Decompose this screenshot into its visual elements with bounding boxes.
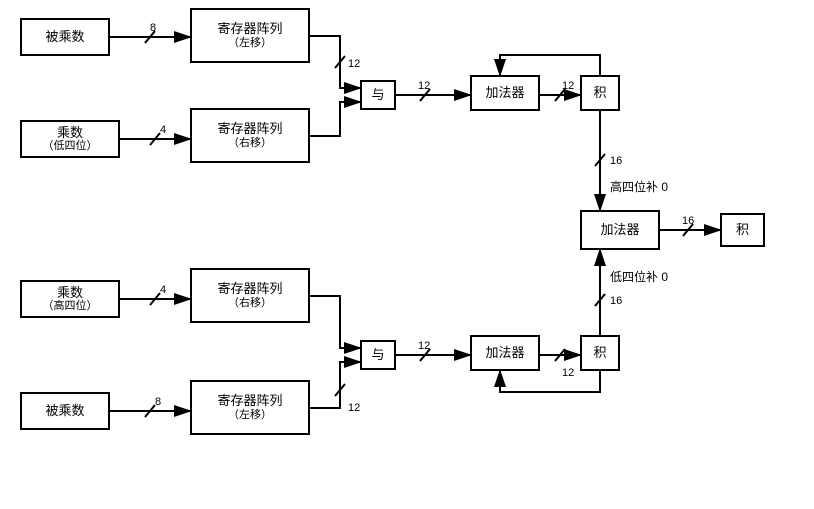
bus-width-label: 16 — [682, 215, 694, 227]
node-prod_bot: 积 — [580, 335, 620, 371]
node-label: 积 — [593, 345, 606, 361]
bus-width-label: 4 — [160, 124, 166, 136]
node-sublabel: （右移） — [228, 137, 272, 150]
node-regarr_top_right: 寄存器阵列（右移） — [190, 108, 310, 163]
node-adder_top: 加法器 — [470, 75, 540, 111]
node-prod_final: 积 — [720, 213, 765, 247]
bus-width-label: 8 — [155, 396, 161, 408]
node-label: 乘数 — [57, 285, 83, 301]
node-label: 积 — [736, 222, 749, 238]
node-label: 加法器 — [485, 345, 524, 361]
node-sublabel: （右移） — [228, 297, 272, 310]
node-label: 与 — [371, 87, 384, 103]
node-sublabel: （高四位） — [43, 300, 98, 313]
bus-width-label: 12 — [562, 80, 574, 92]
node-multiplier_low: 乘数（低四位） — [20, 120, 120, 158]
bus-width-label: 12 — [418, 80, 430, 92]
node-label: 乘数 — [57, 125, 83, 141]
free-annotation: 高四位补 0 — [610, 178, 668, 195]
node-multiplicand_top: 被乘数 — [20, 18, 110, 56]
node-label: 寄存器阵列 — [217, 281, 282, 297]
node-sublabel: （左移） — [228, 37, 272, 50]
node-label: 积 — [593, 85, 606, 101]
node-multiplicand_bot: 被乘数 — [20, 392, 110, 430]
bus-width-label: 16 — [610, 295, 622, 307]
node-label: 与 — [371, 347, 384, 363]
node-regarr_top_left: 寄存器阵列（左移） — [190, 8, 310, 63]
node-sublabel: （左移） — [228, 409, 272, 422]
bus-width-label: 12 — [348, 402, 360, 414]
node-label: 寄存器阵列 — [217, 121, 282, 137]
node-and_top: 与 — [360, 80, 396, 110]
node-regarr_bot_left: 寄存器阵列（左移） — [190, 380, 310, 435]
node-multiplier_high: 乘数（高四位） — [20, 280, 120, 318]
node-label: 被乘数 — [45, 29, 84, 45]
bus-width-label: 12 — [348, 58, 360, 70]
node-adder_mid: 加法器 — [580, 210, 660, 250]
bus-width-label: 4 — [160, 284, 166, 296]
node-and_bot: 与 — [360, 340, 396, 370]
bus-width-label: 8 — [150, 22, 156, 34]
node-regarr_bot_right: 寄存器阵列（右移） — [190, 268, 310, 323]
node-label: 加法器 — [485, 85, 524, 101]
node-label: 被乘数 — [45, 403, 84, 419]
node-label: 加法器 — [600, 222, 639, 238]
diagram-boxes: 被乘数乘数（低四位）寄存器阵列（左移）寄存器阵列（右移）与加法器积乘数（高四位）… — [0, 0, 814, 509]
bus-width-label: 12 — [562, 367, 574, 379]
node-sublabel: （低四位） — [43, 140, 98, 153]
bus-width-label: 16 — [610, 155, 622, 167]
free-annotation: 低四位补 0 — [610, 268, 668, 285]
node-prod_top: 积 — [580, 75, 620, 111]
node-label: 寄存器阵列 — [217, 21, 282, 37]
bus-width-label: 12 — [418, 340, 430, 352]
node-label: 寄存器阵列 — [217, 393, 282, 409]
node-adder_bot: 加法器 — [470, 335, 540, 371]
